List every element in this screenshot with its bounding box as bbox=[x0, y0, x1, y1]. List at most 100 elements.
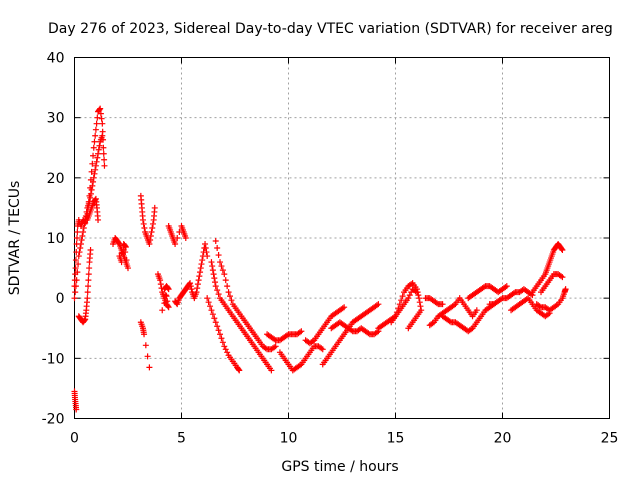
data-point bbox=[95, 146, 102, 153]
x-axis-label: GPS time / hours bbox=[281, 459, 398, 475]
series-arc-22h-upper bbox=[529, 241, 566, 296]
data-point bbox=[202, 245, 209, 252]
data-point bbox=[224, 349, 231, 356]
data-point bbox=[94, 154, 101, 161]
series-arc-4h-upper bbox=[165, 222, 189, 248]
data-point bbox=[415, 292, 422, 299]
data-point bbox=[165, 286, 172, 293]
series-arc-10h bbox=[276, 343, 326, 374]
data-point bbox=[97, 110, 104, 117]
x-tick-label: 25 bbox=[601, 431, 619, 447]
series-arc-4h bbox=[154, 271, 172, 314]
data-point bbox=[187, 283, 194, 290]
data-point bbox=[96, 142, 103, 149]
data-point bbox=[73, 235, 80, 241]
data-point bbox=[208, 307, 215, 314]
data-point bbox=[222, 346, 229, 353]
series-arc-20h bbox=[486, 286, 536, 308]
data-point bbox=[85, 277, 92, 284]
data-point bbox=[405, 325, 412, 332]
data-point bbox=[174, 235, 181, 241]
series-arc-early-mid bbox=[84, 195, 102, 223]
data-point bbox=[71, 295, 78, 302]
data-point bbox=[414, 289, 421, 296]
data-point bbox=[73, 406, 80, 413]
data-point bbox=[100, 144, 107, 151]
data-point bbox=[207, 303, 214, 310]
data-point bbox=[149, 220, 156, 227]
data-point bbox=[123, 257, 130, 264]
data-point bbox=[101, 162, 108, 169]
data-point bbox=[94, 114, 101, 121]
data-point bbox=[87, 190, 94, 197]
data-point bbox=[146, 241, 153, 248]
data-point bbox=[80, 228, 87, 235]
data-point bbox=[214, 323, 221, 330]
series-arc-11h bbox=[302, 304, 348, 347]
data-point bbox=[165, 304, 172, 311]
data-point bbox=[149, 224, 156, 231]
series-arc-22h-mid bbox=[538, 271, 566, 296]
data-point bbox=[93, 120, 100, 127]
data-point bbox=[221, 271, 228, 278]
data-point bbox=[406, 292, 413, 299]
data-point bbox=[164, 303, 171, 310]
data-point bbox=[164, 285, 171, 292]
data-point bbox=[151, 204, 158, 211]
data-point bbox=[75, 261, 82, 268]
data-point bbox=[157, 277, 164, 284]
data-point bbox=[197, 269, 204, 276]
data-point bbox=[88, 186, 95, 193]
series-arc-early-neg bbox=[71, 388, 80, 413]
data-point bbox=[141, 331, 148, 338]
data-point bbox=[210, 271, 217, 278]
series-arc-7h bbox=[212, 238, 279, 353]
data-point bbox=[209, 263, 216, 270]
data-point bbox=[405, 295, 412, 302]
data-point bbox=[395, 305, 402, 312]
data-point bbox=[222, 277, 229, 284]
data-point bbox=[187, 280, 194, 287]
data-point bbox=[89, 160, 96, 167]
data-point bbox=[217, 331, 224, 338]
data-point bbox=[101, 156, 108, 163]
data-point bbox=[559, 247, 566, 254]
data-point bbox=[417, 303, 424, 310]
data-point bbox=[413, 286, 420, 293]
data-point bbox=[215, 327, 222, 334]
data-point bbox=[268, 367, 275, 374]
data-point bbox=[85, 283, 92, 290]
data-point bbox=[92, 162, 99, 169]
data-point bbox=[81, 317, 88, 324]
data-point bbox=[212, 279, 219, 286]
x-tick-label: 15 bbox=[387, 431, 405, 447]
data-point bbox=[341, 304, 348, 311]
x-tick-label: 5 bbox=[177, 431, 186, 447]
series-arc-17h bbox=[426, 295, 480, 329]
data-point bbox=[194, 281, 201, 288]
data-point bbox=[140, 220, 147, 227]
data-point bbox=[375, 301, 382, 308]
data-point bbox=[225, 289, 232, 296]
data-point bbox=[72, 265, 79, 272]
data-point bbox=[392, 313, 399, 320]
data-point bbox=[209, 267, 216, 274]
data-point bbox=[125, 265, 131, 272]
x-tick-label: 0 bbox=[70, 431, 79, 447]
data-point bbox=[198, 261, 205, 268]
data-point bbox=[144, 353, 151, 360]
data-point bbox=[562, 286, 569, 293]
series-arc-5h bbox=[172, 241, 211, 308]
data-point bbox=[215, 252, 222, 259]
y-tick-label: 30 bbox=[47, 111, 65, 127]
data-point bbox=[74, 269, 81, 276]
data-point bbox=[182, 235, 189, 241]
data-point bbox=[217, 259, 224, 266]
data-point bbox=[118, 250, 125, 257]
data-point bbox=[73, 277, 80, 284]
y-tick-label: -10 bbox=[42, 351, 65, 367]
data-point bbox=[218, 263, 225, 270]
data-point bbox=[72, 289, 79, 296]
data-point bbox=[84, 295, 91, 302]
